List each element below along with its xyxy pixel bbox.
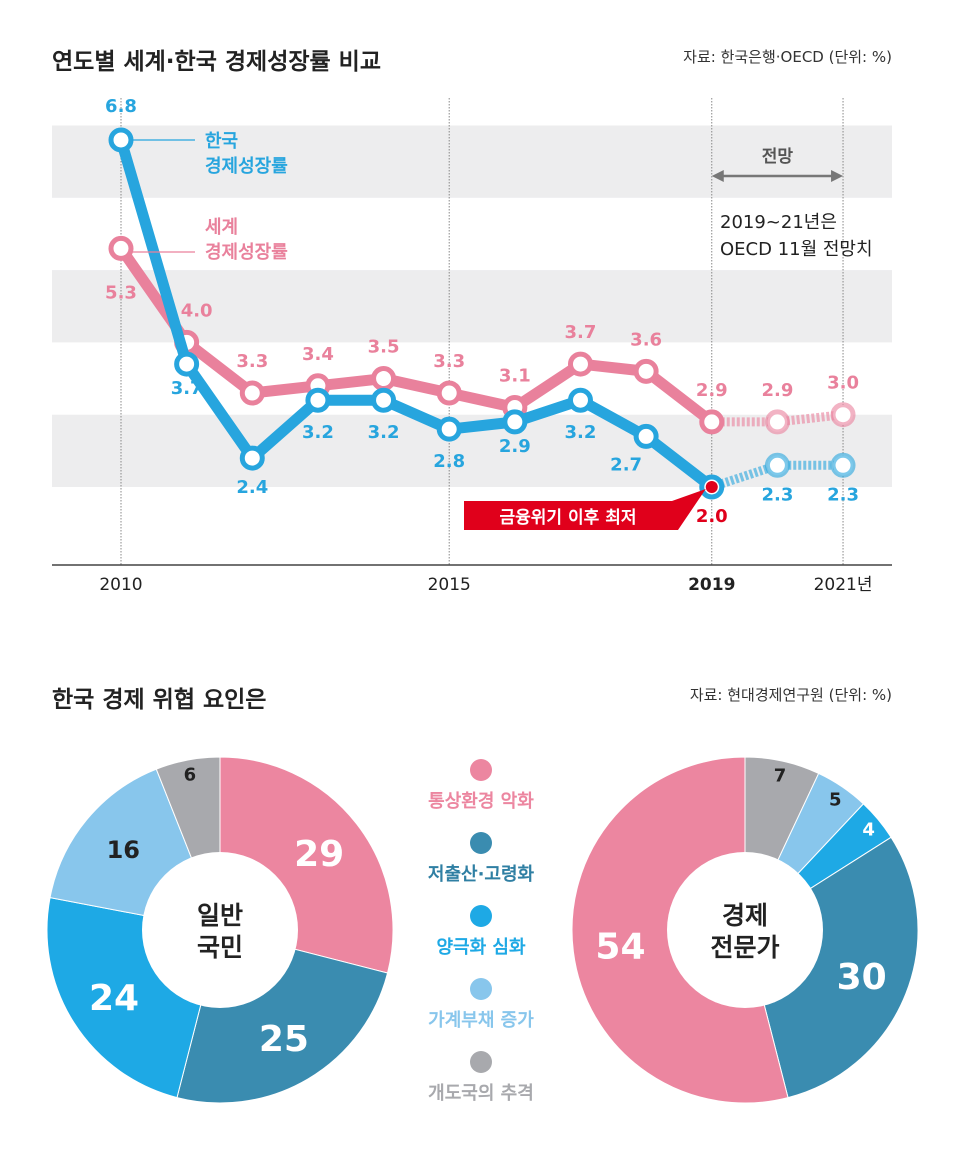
series-line [116,245,716,427]
data-point [567,387,593,413]
series-name: 경제성장률 [205,156,288,177]
forecast-label: 전망 [762,147,794,167]
line-chart-title: 연도별 세계·한국 경제성장률 비교 [52,49,381,75]
slice-value: 29 [294,834,344,875]
series-name: 한국 [205,131,238,152]
data-point [699,409,725,435]
x-tick-label: 2010 [99,575,142,595]
donut-chart-source: 자료: 현대경제연구원 (단위: %) [689,686,892,704]
line-chart-source: 자료: 한국은행·OECD (단위: %) [683,48,892,66]
donut-center-label: 국민 [197,933,243,962]
donut-hole [142,852,298,1008]
data-label: 3.7 [565,322,597,343]
slice-value: 16 [107,836,140,864]
x-tick-label: 2015 [428,575,471,595]
callout-box [464,489,706,530]
shaded-band [52,270,892,343]
data-point [108,235,134,261]
data-point [764,409,790,435]
data-label: 3.6 [630,329,662,350]
lowest-point-marker [705,481,718,493]
legend-label: 통상환경 악화 [428,790,534,812]
data-label: 2.8 [433,451,465,472]
legend-swatch [470,1051,492,1073]
legend-swatch [470,759,492,781]
data-point [174,351,200,377]
donut-center-label: 일반 [197,901,243,930]
slice-value: 54 [595,927,645,968]
data-point [239,380,265,406]
data-label: 2.3 [761,484,793,505]
legend-label: 개도국의 추격 [428,1083,534,1104]
data-label: 3.4 [302,344,334,365]
donut-chart-title: 한국 경제 위협 요인은 [52,687,267,713]
data-label: 2.4 [236,477,268,498]
data-point [371,387,397,413]
data-point [830,402,856,428]
data-point [633,358,659,384]
legend-label: 양극화 심화 [436,937,526,958]
legend-swatch [470,832,492,854]
data-label: 2.9 [696,380,728,401]
donut-center-label: 전문가 [710,933,779,962]
data-label: 3.3 [236,351,268,372]
data-label: 3.5 [368,337,400,358]
data-point [239,445,265,471]
data-label: 6.8 [105,96,137,117]
slice-value: 7 [774,765,787,786]
series-name: 경제성장률 [205,242,288,263]
donut-slice [744,836,919,1099]
data-label: 2.3 [827,484,859,505]
x-tick-label: 2019 [688,575,735,595]
data-label: 2.9 [761,380,793,401]
data-point [305,387,331,413]
data-label: 2.0 [696,506,728,527]
data-label: 2.7 [610,454,642,475]
series-name: 세계 [205,217,238,238]
slice-value: 6 [184,764,197,785]
data-point [108,127,134,153]
callout-text: 금융위기 이후 최저 [500,507,637,528]
forecast-line [710,460,844,492]
data-label: 5.3 [105,282,137,303]
data-point [436,380,462,406]
data-label: 3.2 [302,422,334,443]
data-label: 3.2 [565,422,597,443]
slice-value: 30 [837,957,887,998]
donut-hole [667,852,823,1008]
data-label: 2.9 [499,436,531,457]
legend-swatch [470,905,492,927]
forecast-note: 2019~21년은 [720,212,837,233]
slice-value: 4 [862,820,875,841]
shaded-band [52,125,892,198]
data-point [830,452,856,478]
legend-swatch [470,978,492,1000]
data-label: 3.3 [433,351,465,372]
data-label: 3.2 [368,422,400,443]
data-point [764,452,790,478]
legend-label: 저출산·고령화 [428,864,535,885]
legend-label: 가계부채 증가 [428,1010,534,1031]
data-point [633,423,659,449]
data-label: 3.7 [171,378,203,399]
data-point [436,416,462,442]
slice-value: 25 [259,1019,309,1060]
series-line [115,138,716,492]
data-label: 3.1 [499,365,531,386]
line-chart: 2010 2015 2019 2021년 전망 2019~21년은 OECD 11월 전망치… [52,96,892,595]
donut-center-label: 경제 [722,901,768,930]
data-point [502,409,528,435]
x-tick-label: 2021년 [814,575,873,595]
slice-value: 5 [829,789,842,810]
slice-value: 24 [89,978,139,1019]
data-label: 4.0 [181,300,213,321]
data-label: 3.0 [827,373,859,394]
data-point [371,366,397,392]
forecast-note: OECD 11월 전망치 [720,239,873,260]
data-point [567,351,593,377]
